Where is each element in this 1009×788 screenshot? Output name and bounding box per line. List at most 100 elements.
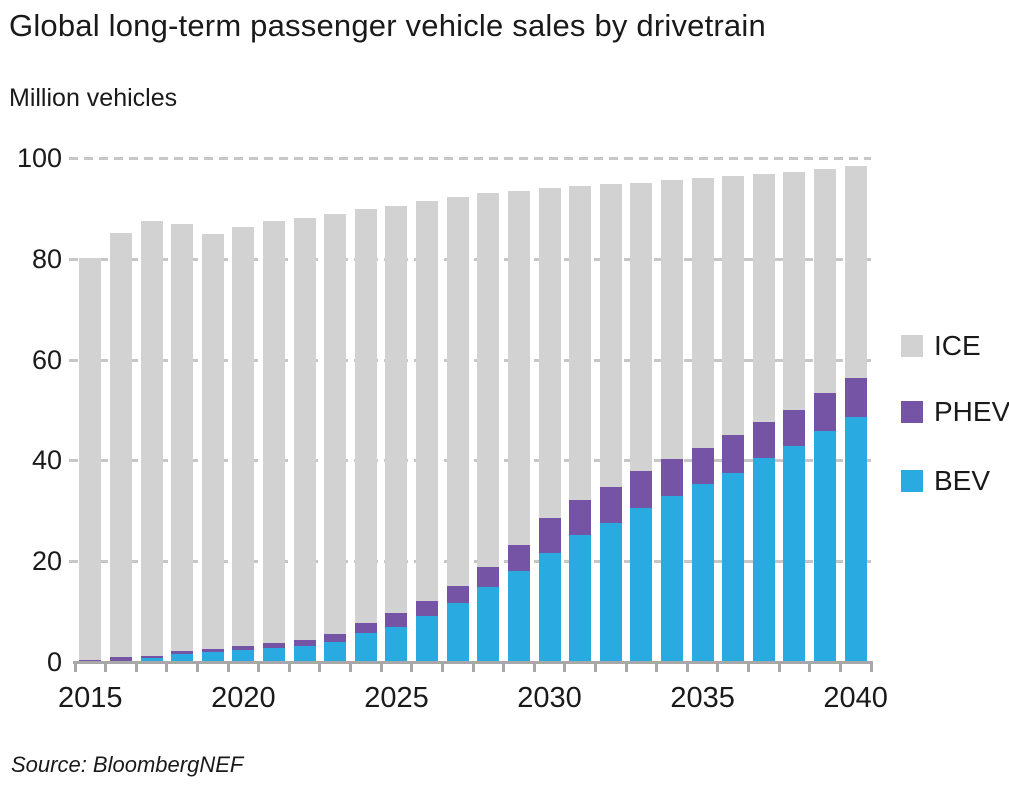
- x-axis-tick: [165, 662, 169, 672]
- bar-segment-ice: [661, 180, 683, 460]
- bar-2039: [814, 168, 837, 662]
- bar-2035: [691, 178, 714, 662]
- bar-2027: [446, 196, 469, 662]
- bar-segment-phev: [171, 651, 194, 655]
- bar-segment-phev: [324, 633, 347, 643]
- bar-2034: [661, 180, 683, 662]
- y-tick-label-20: 20: [31, 546, 62, 577]
- x-tick-label-2030: 2030: [517, 682, 582, 714]
- bar-segment-bev: [783, 446, 806, 662]
- bar-segment-ice: [446, 196, 469, 586]
- x-axis-tick: [808, 662, 812, 672]
- y-tick-label-60: 60: [31, 344, 62, 375]
- bar-2025: [385, 205, 408, 662]
- x-axis-tick: [502, 662, 506, 672]
- bar-segment-bev: [507, 571, 530, 662]
- bar-segment-ice: [354, 209, 377, 623]
- bar-segment-ice: [844, 165, 867, 379]
- bar-segment-phev: [140, 655, 163, 659]
- bar-segment-phev: [446, 585, 469, 604]
- legend-item-ice: ICE: [901, 330, 981, 362]
- x-axis-tick: [777, 662, 781, 672]
- bar-segment-bev: [599, 522, 622, 662]
- gridline-80: [69, 257, 871, 261]
- bar-2016: [109, 233, 132, 662]
- bar-segment-ice: [538, 188, 561, 519]
- bar-2022: [293, 217, 316, 662]
- bar-segment-phev: [232, 646, 255, 651]
- bar-segment-phev: [661, 459, 683, 497]
- bar-segment-ice: [416, 201, 439, 601]
- x-axis-tick: [134, 662, 138, 672]
- bar-segment-phev: [814, 393, 837, 432]
- bar-segment-bev: [752, 458, 775, 662]
- x-axis-tick: [349, 662, 353, 672]
- bar-segment-phev: [79, 660, 102, 661]
- bar-2026: [416, 201, 439, 662]
- plot-area: [69, 157, 873, 672]
- y-tick-label-100: 100: [16, 143, 62, 173]
- bar-2020: [232, 226, 255, 662]
- gridline-20: [69, 560, 871, 564]
- bar-segment-bev: [354, 633, 377, 662]
- bar-segment-phev: [109, 657, 132, 661]
- bar-segment-ice: [569, 186, 592, 501]
- x-axis-tick: [593, 662, 597, 672]
- bar-segment-ice: [783, 171, 806, 410]
- x-axis-tick: [532, 662, 536, 672]
- gridline-100: [69, 157, 871, 160]
- x-axis-tick: [379, 662, 383, 672]
- bar-2019: [201, 233, 224, 662]
- bar-2032: [599, 184, 622, 662]
- legend-label-phev: PHEV: [934, 396, 1009, 427]
- bar-segment-bev: [477, 586, 500, 662]
- bar-segment-bev: [385, 626, 408, 662]
- source-note: Source: BloombergNEF: [11, 752, 244, 777]
- bar-2024: [354, 209, 377, 662]
- bar-segment-bev: [661, 496, 683, 662]
- legend-swatch-bev: [901, 470, 923, 492]
- x-axis-tick: [73, 662, 77, 672]
- bar-2033: [630, 182, 653, 662]
- bar-segment-ice: [171, 224, 194, 652]
- legend-label-bev: BEV: [934, 465, 991, 496]
- bar-segment-phev: [599, 486, 622, 523]
- bar-segment-ice: [691, 178, 714, 449]
- bar-2038: [783, 171, 806, 662]
- bar-2036: [722, 176, 745, 662]
- bar-segment-bev: [140, 658, 163, 662]
- bar-segment-ice: [814, 168, 837, 394]
- bar-segment-ice: [507, 190, 530, 546]
- x-tick-label-2015: 2015: [58, 682, 123, 714]
- x-axis-tick: [226, 662, 230, 672]
- x-tick-label-2025: 2025: [364, 682, 429, 714]
- bar-2029: [507, 190, 530, 662]
- bar-segment-phev: [630, 471, 653, 509]
- bar-segment-phev: [385, 612, 408, 627]
- bar-2030: [538, 188, 561, 662]
- x-axis-tick: [747, 662, 751, 672]
- x-tick-label-2020: 2020: [211, 682, 276, 714]
- x-tick-label-2035: 2035: [670, 682, 735, 714]
- x-axis-tick: [471, 662, 475, 672]
- bar-2023: [324, 214, 347, 662]
- legend-item-bev: BEV: [901, 465, 990, 497]
- bar-segment-bev: [844, 416, 867, 662]
- bar-2021: [263, 221, 285, 662]
- legend-label-ice: ICE: [934, 330, 981, 361]
- chart-title: Global long-term passenger vehicle sales…: [9, 8, 766, 43]
- bar-segment-bev: [232, 650, 255, 662]
- bar-segment-phev: [477, 566, 500, 587]
- bar-2028: [477, 193, 500, 662]
- bar-segment-ice: [324, 214, 347, 634]
- x-axis-tick: [838, 662, 842, 672]
- x-axis-tick: [287, 662, 291, 672]
- bar-segment-phev: [416, 600, 439, 616]
- bar-segment-bev: [171, 654, 194, 662]
- y-tick-label-40: 40: [31, 445, 62, 476]
- y-axis-units-label: Million vehicles: [9, 84, 178, 112]
- x-axis-tick: [195, 662, 199, 672]
- bar-segment-bev: [569, 534, 592, 662]
- y-tick-label-80: 80: [31, 243, 62, 274]
